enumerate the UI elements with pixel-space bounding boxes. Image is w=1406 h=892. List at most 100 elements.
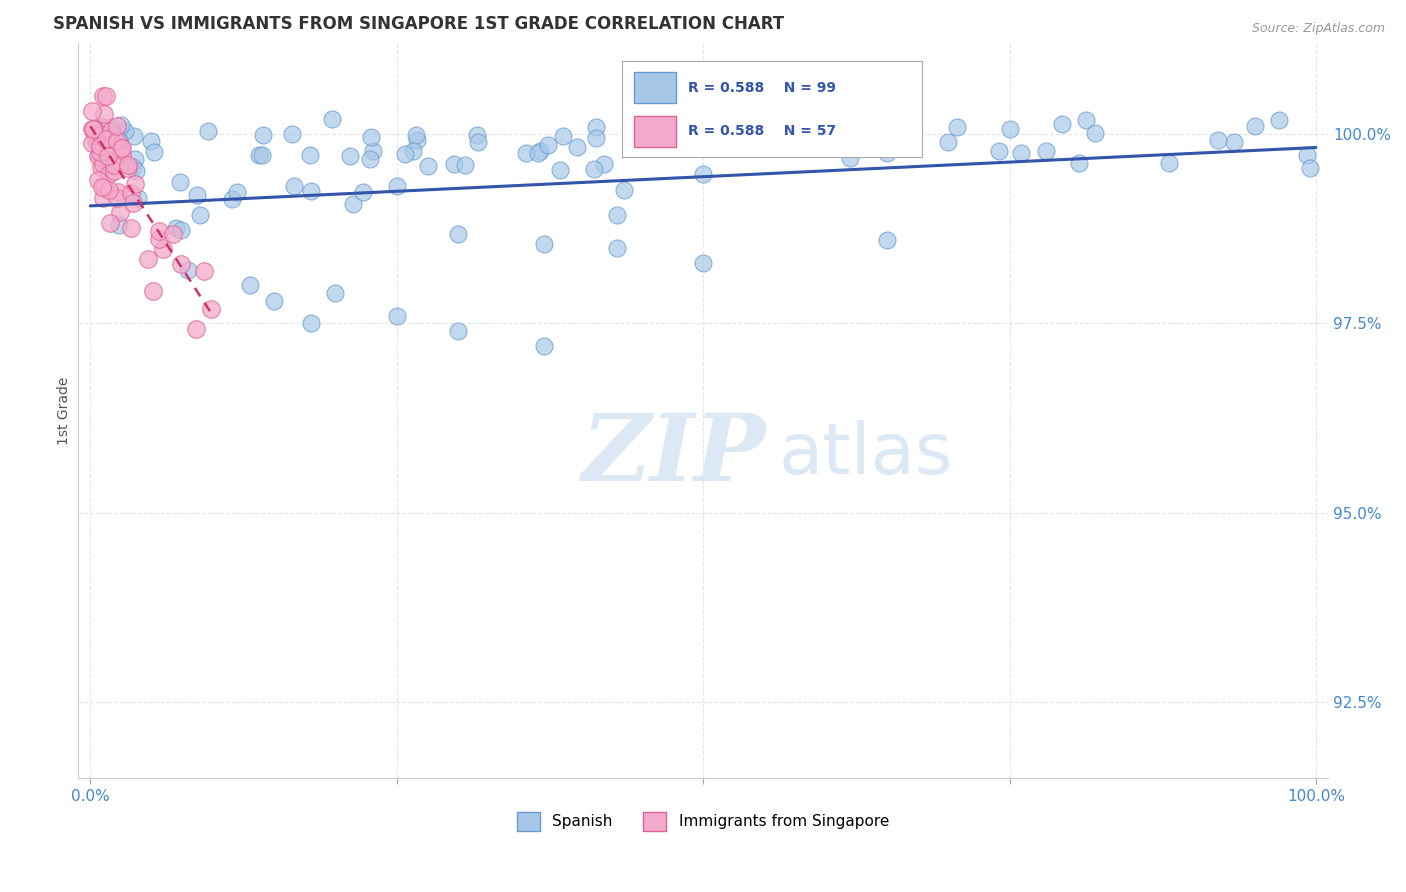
Point [93, 179, 115, 194]
Point [170, 223, 193, 237]
Point [91, 157, 114, 171]
Point [839, 151, 862, 165]
Point [89, 139, 111, 153]
Point [87, 149, 110, 163]
Point [193, 264, 215, 278]
Point [117, 161, 139, 176]
Point [107, 218, 129, 232]
Point [107, 133, 129, 147]
Point [111, 141, 134, 155]
Point [936, 135, 959, 149]
Point [225, 186, 247, 200]
Point [585, 120, 607, 134]
Point [91, 89, 114, 103]
Point [110, 156, 132, 170]
Point [105, 191, 128, 205]
Point [127, 190, 149, 204]
Point [394, 146, 416, 161]
Text: atlas: atlas [778, 420, 952, 489]
Point [101, 127, 124, 141]
Point [406, 133, 429, 147]
Point [96, 161, 118, 175]
Point [82, 122, 104, 136]
Point [105, 134, 128, 148]
Point [606, 207, 628, 221]
Point [91, 192, 114, 206]
Text: ZIP: ZIP [582, 409, 766, 500]
Point [876, 233, 898, 247]
Point [103, 158, 125, 172]
Point [152, 242, 174, 256]
Point [515, 145, 537, 160]
Point [94, 89, 117, 103]
Point [110, 118, 132, 132]
Point [339, 148, 361, 162]
Point [197, 124, 219, 138]
Point [342, 197, 364, 211]
Point [90, 120, 112, 135]
Point [1074, 112, 1097, 127]
Point [87, 173, 110, 187]
Point [550, 162, 572, 177]
Point [1050, 117, 1073, 131]
Point [98, 216, 121, 230]
Point [263, 293, 285, 308]
Point [177, 263, 200, 277]
Point [613, 183, 636, 197]
Point [385, 309, 408, 323]
Point [1010, 145, 1032, 160]
Point [107, 120, 129, 134]
Point [89, 150, 111, 164]
Point [537, 137, 560, 152]
Point [97, 149, 120, 163]
Point [221, 192, 243, 206]
Point [565, 140, 588, 154]
Point [363, 144, 385, 158]
Point [447, 227, 470, 242]
Point [82, 136, 104, 150]
Point [90, 128, 112, 142]
Point [250, 148, 273, 162]
Point [100, 124, 122, 138]
Point [125, 164, 148, 178]
Point [592, 156, 614, 170]
Point [200, 301, 222, 316]
Legend: Spanish, Immigrants from Singapore: Spanish, Immigrants from Singapore [512, 805, 896, 837]
Point [692, 256, 714, 270]
Point [321, 112, 343, 126]
Point [1223, 136, 1246, 150]
Point [553, 129, 575, 144]
Point [1067, 155, 1090, 169]
Point [583, 162, 606, 177]
Y-axis label: 1st Grade: 1st Grade [58, 376, 72, 445]
Point [105, 156, 128, 170]
Point [136, 252, 159, 266]
Point [360, 129, 382, 144]
Point [998, 122, 1021, 136]
Point [97, 167, 120, 181]
Point [247, 148, 270, 162]
Point [82, 103, 104, 118]
Point [1299, 161, 1322, 175]
Point [533, 339, 555, 353]
Point [170, 257, 193, 271]
Point [401, 144, 423, 158]
Text: SPANISH VS IMMIGRANTS FROM SINGAPORE 1ST GRADE CORRELATION CHART: SPANISH VS IMMIGRANTS FROM SINGAPORE 1ST… [53, 15, 785, 33]
Point [98, 120, 121, 134]
Point [467, 136, 489, 150]
Point [188, 208, 211, 222]
Text: Source: ZipAtlas.com: Source: ZipAtlas.com [1251, 22, 1385, 36]
Point [1206, 133, 1229, 147]
Point [1035, 144, 1057, 158]
Point [416, 159, 439, 173]
Point [120, 186, 142, 200]
Point [299, 317, 322, 331]
Point [103, 163, 125, 178]
Point [89, 145, 111, 159]
Point [606, 241, 628, 255]
Point [94, 133, 117, 147]
Point [111, 148, 134, 162]
Point [83, 122, 105, 136]
Point [527, 145, 550, 160]
Point [280, 128, 302, 142]
